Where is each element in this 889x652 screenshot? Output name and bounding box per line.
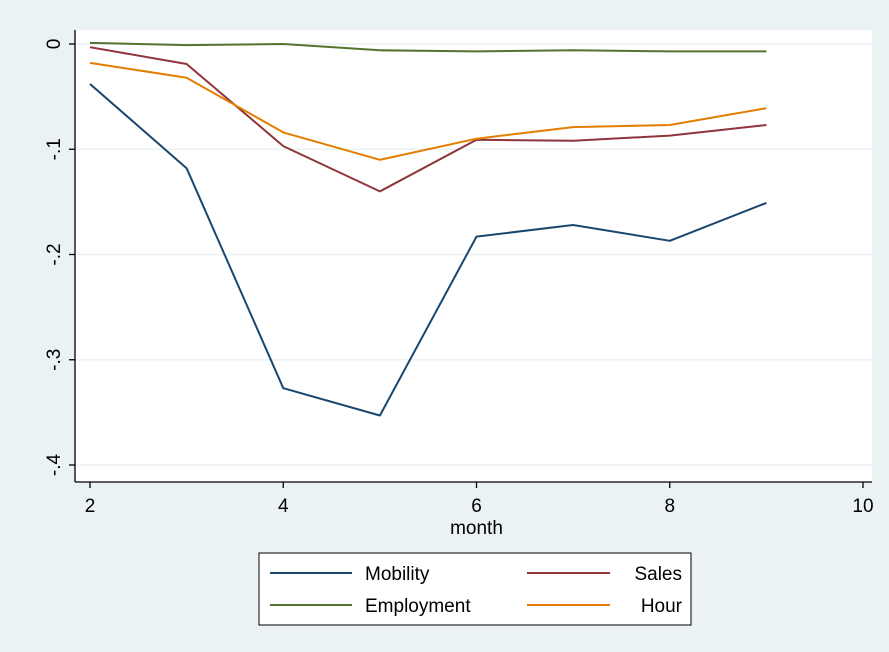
x-tick-label: 6	[471, 496, 482, 517]
x-tick-label: 10	[852, 496, 873, 517]
x-tick-label: 4	[278, 496, 289, 517]
legend-label-hour: Hour	[641, 596, 683, 617]
y-tick-label: -.4	[44, 453, 65, 476]
legend-label-employment: Employment	[365, 596, 471, 617]
series-lines	[89, 41, 767, 417]
y-tick-label: -.3	[44, 349, 65, 371]
x-axis-title: month	[450, 518, 503, 539]
legend: Mobility Sales Employment Hour	[258, 552, 692, 626]
y-tick-label: -.2	[44, 243, 65, 265]
y-tick-label: -.1	[44, 138, 65, 160]
series-line-mobility	[89, 83, 767, 417]
series-line-employment	[89, 41, 767, 53]
legend-box	[258, 552, 692, 626]
y-tick-label: 0	[44, 39, 65, 50]
series-line-hour	[89, 61, 767, 161]
series-line-sales	[89, 46, 767, 193]
legend-label-sales: Sales	[634, 564, 682, 585]
x-tick-label: 8	[664, 496, 675, 517]
legend-label-mobility: Mobility	[365, 564, 430, 585]
x-tick-label: 2	[85, 496, 96, 517]
axes: 0 -.1 -.2 -.3 -.4 2 4 6 8 10	[44, 30, 874, 517]
plot-area	[75, 30, 872, 482]
